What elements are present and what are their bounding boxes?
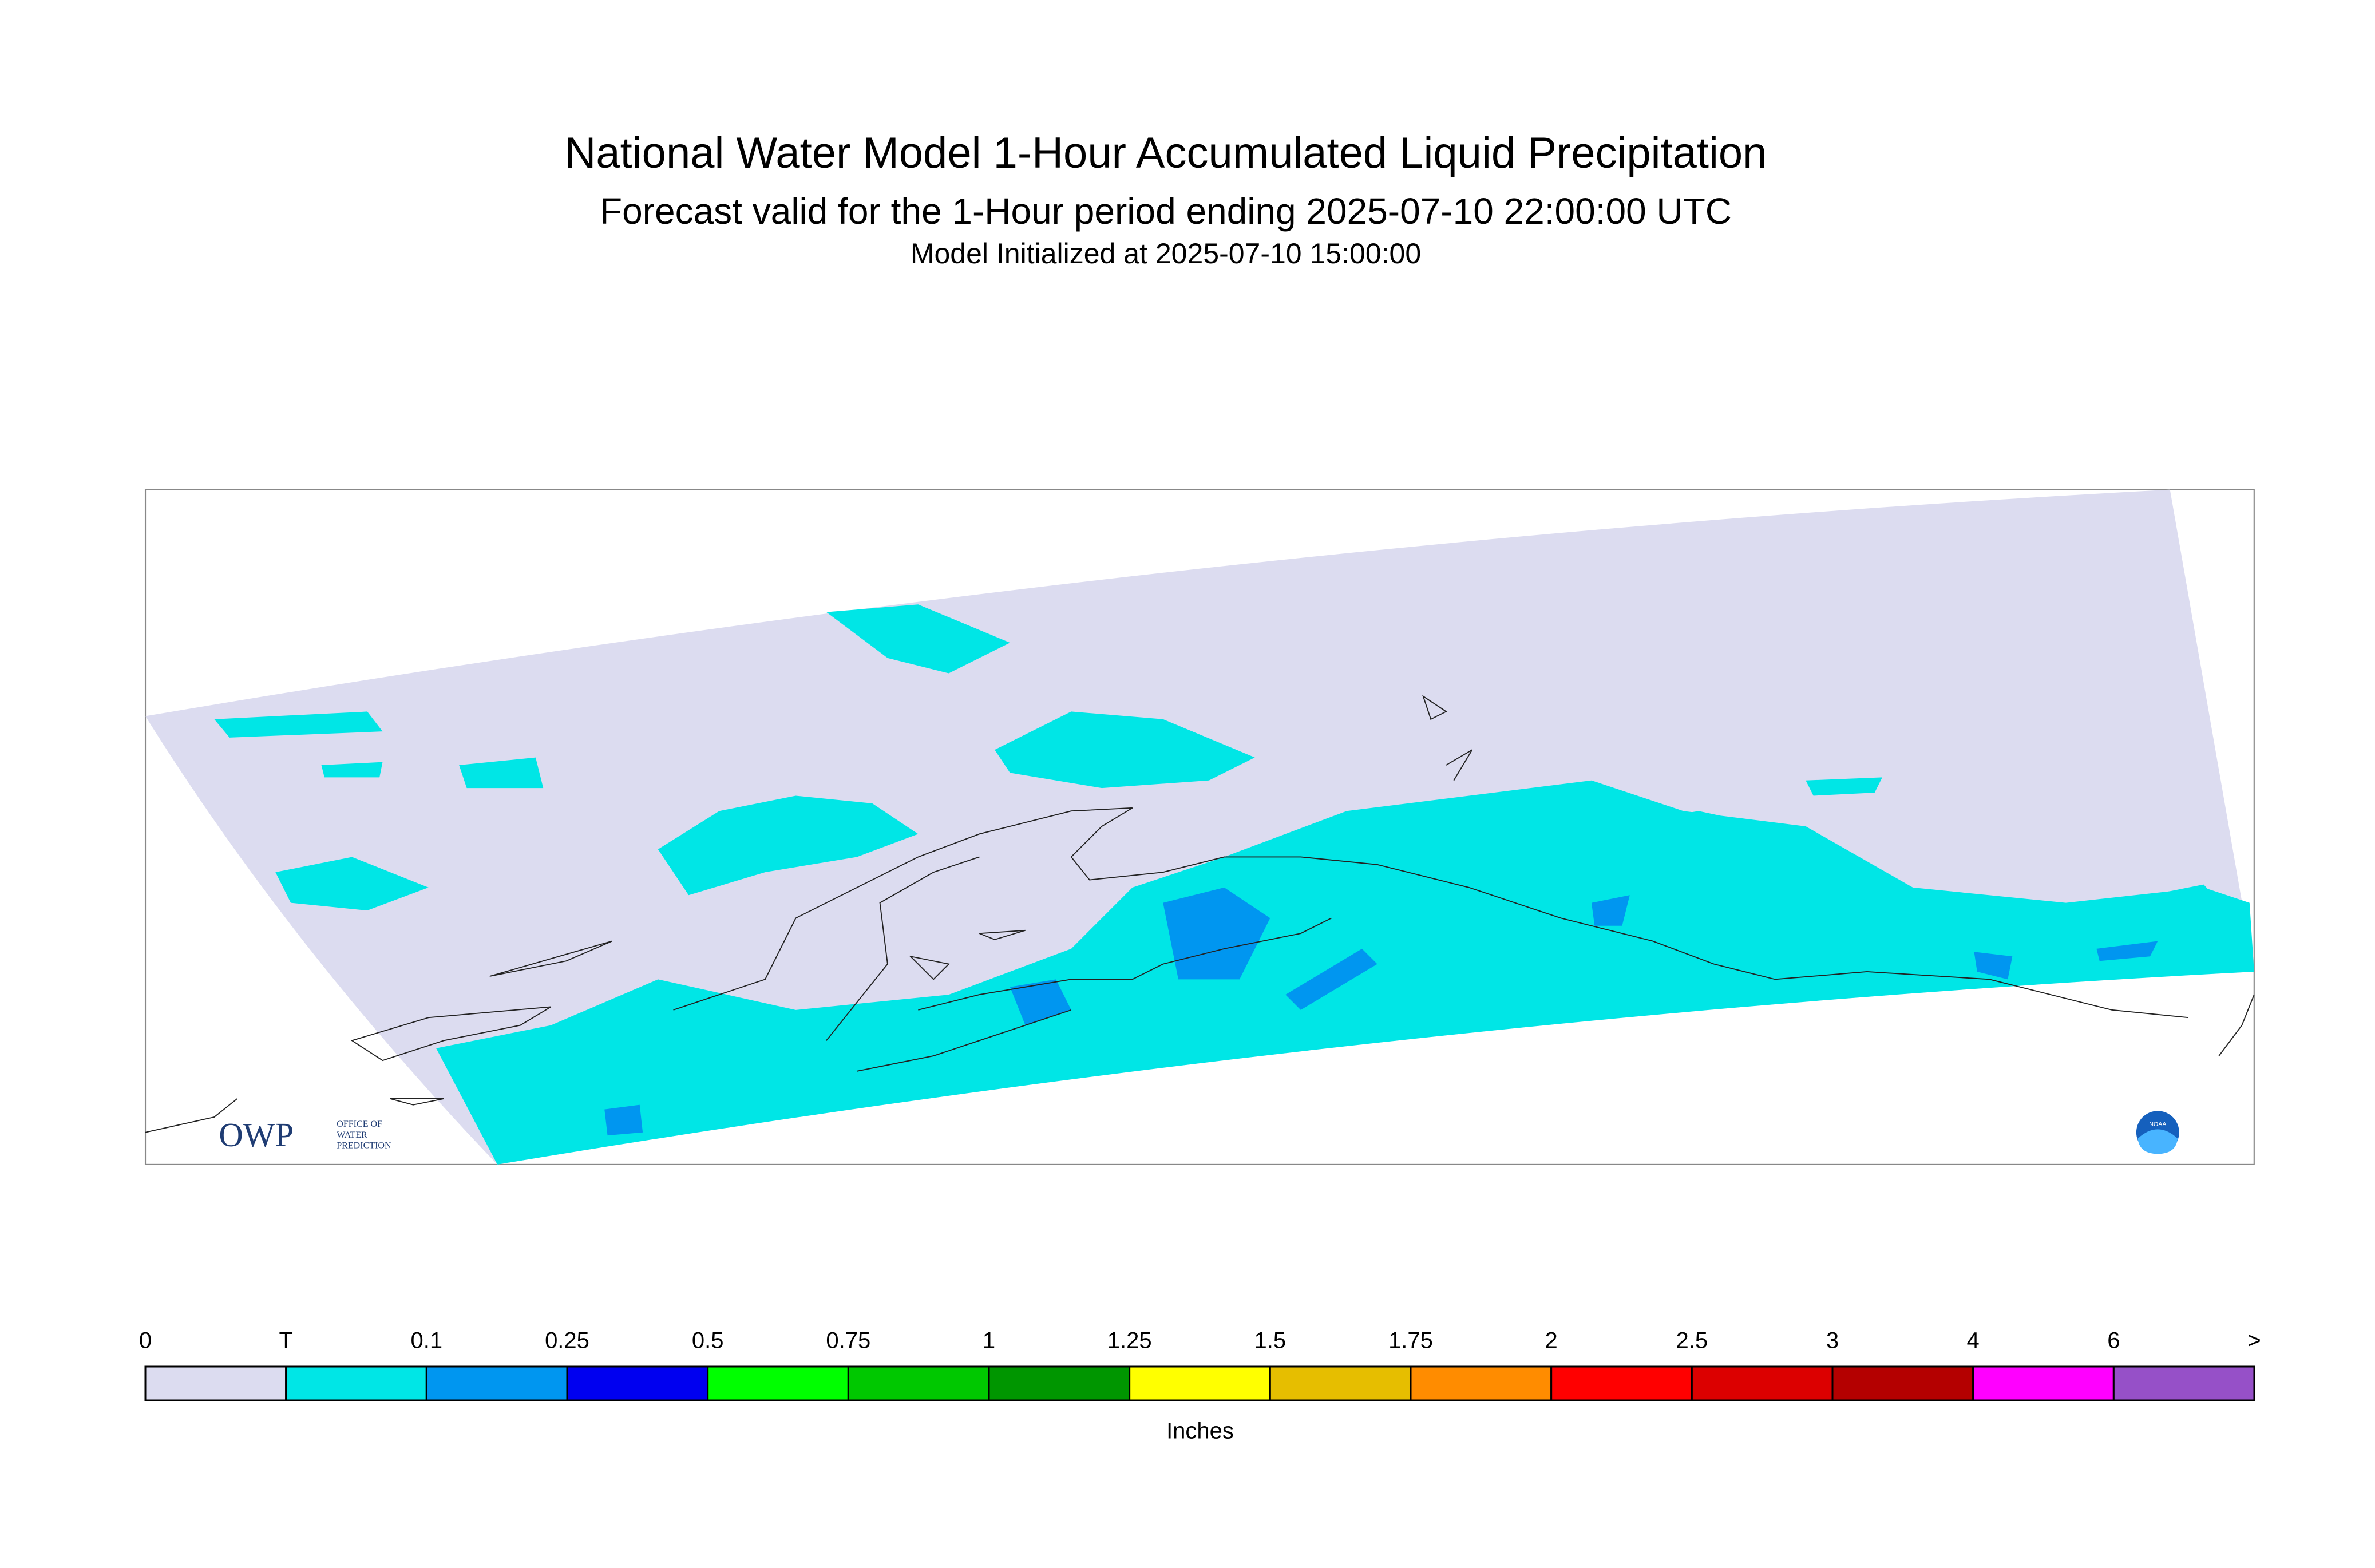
colorbar-unit: Inches	[1166, 1419, 1234, 1444]
subtitle: Forecast valid for the 1-Hour period end…	[600, 191, 1732, 232]
colorbar-label: 0.75	[826, 1328, 870, 1353]
colorbar-label: 6	[2107, 1328, 2120, 1353]
colorbar-label: 1	[983, 1328, 995, 1353]
colorbar-swatch	[285, 1365, 428, 1401]
colorbar-swatch	[1129, 1365, 1271, 1401]
title: National Water Model 1-Hour Accumulated …	[565, 129, 1767, 177]
noaa-text: NOAA	[2149, 1121, 2167, 1128]
owp-line: OFFICE OF	[337, 1119, 382, 1129]
owp-line: PREDICTION	[337, 1141, 391, 1151]
colorbar-label: 0.25	[545, 1328, 589, 1353]
colorbar-label: 1.5	[1254, 1328, 1287, 1353]
colorbar-swatch	[847, 1365, 990, 1401]
colorbar-swatch	[1691, 1365, 1834, 1401]
owp-line: WATER	[337, 1130, 367, 1140]
precip-light	[604, 887, 2158, 1136]
colorbar-swatch	[566, 1365, 709, 1401]
colorbar-label: 4	[1967, 1328, 1980, 1353]
colorbar-swatch	[1410, 1365, 1553, 1401]
colorbar-label: 1.75	[1388, 1328, 1433, 1353]
colorbar-swatch	[425, 1365, 568, 1401]
colorbar-swatch	[1831, 1365, 1974, 1401]
colorbar-swatch	[707, 1365, 849, 1401]
colorbar-swatch	[988, 1365, 1131, 1401]
colorbar-label: 2	[1545, 1328, 1558, 1353]
noaa-wave	[2138, 1129, 2178, 1154]
coastlines	[145, 695, 2255, 1133]
colorbar-swatch	[1269, 1365, 1412, 1401]
colorbar-label: 0	[139, 1328, 152, 1353]
map: OWP OFFICE OF WATER PREDICTION NOAA	[144, 489, 2255, 1165]
colorbar-label: 3	[1826, 1328, 1839, 1353]
colorbar-label: >	[2247, 1328, 2261, 1353]
colorbar: 0 T 0.1 0.25 0.5 0.75 1 1.25 1.5 1.75 2 2.5 3 4 6 >	[139, 1328, 2261, 1401]
colorbar-label: 0.5	[692, 1328, 724, 1353]
init-time: Model Initialized at 2025-07-10 15:00:00	[911, 237, 1421, 270]
colorbar-swatch	[1550, 1365, 1693, 1401]
colorbar-swatch	[144, 1365, 287, 1401]
colorbar-swatch	[1972, 1365, 2115, 1401]
owp-logo: OWP	[219, 1116, 294, 1154]
colorbar-swatch	[2112, 1365, 2255, 1401]
colorbar-label: 1.25	[1107, 1328, 1152, 1353]
colorbar-label: 2.5	[1676, 1328, 1708, 1353]
colorbar-label: T	[279, 1328, 292, 1353]
colorbar-label: 0.1	[411, 1328, 443, 1353]
